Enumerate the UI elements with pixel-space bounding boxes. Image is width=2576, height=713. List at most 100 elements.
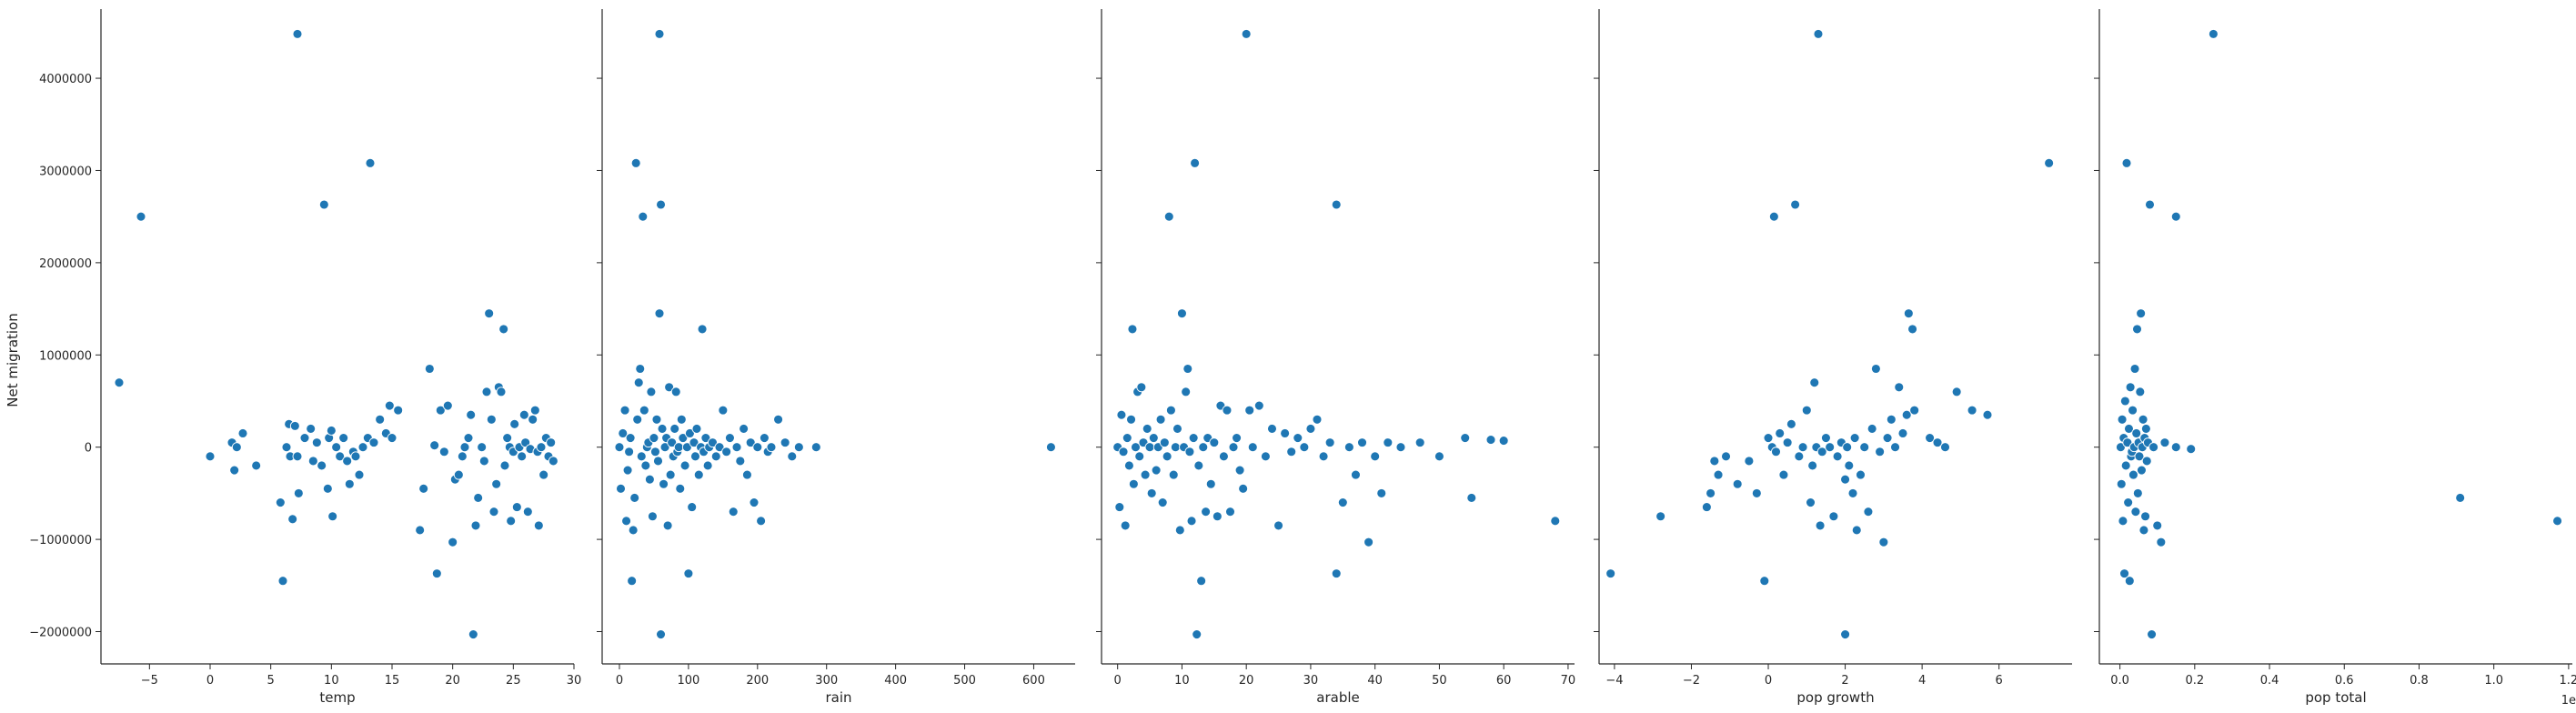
x-tick-label: 1.0 bbox=[2484, 674, 2503, 688]
scatter-point bbox=[1466, 493, 1477, 503]
scatter-point bbox=[2148, 442, 2159, 453]
scatter-point bbox=[1775, 428, 1786, 438]
scatter-point bbox=[463, 433, 474, 443]
x-tick-label: 0 bbox=[206, 674, 214, 688]
y-tick-label: 1000000 bbox=[39, 349, 92, 363]
scatter-point bbox=[2123, 497, 2134, 507]
scatter-point bbox=[293, 487, 304, 498]
scatter-point bbox=[1144, 442, 1155, 453]
scatter-point bbox=[1184, 447, 1195, 457]
scatter-point bbox=[1951, 387, 1962, 397]
scatter-point bbox=[1293, 433, 1303, 443]
scatter-point bbox=[1146, 487, 1157, 498]
scatter-point bbox=[1273, 520, 1284, 531]
scatter-point bbox=[1901, 409, 1912, 420]
scatter-point bbox=[1260, 451, 1271, 462]
scatter-point bbox=[664, 382, 675, 393]
scatter-point bbox=[2145, 199, 2155, 210]
scatter-point bbox=[1768, 211, 1779, 222]
scatter-point bbox=[741, 469, 752, 480]
scatter-point bbox=[810, 442, 821, 453]
scatter-point bbox=[1863, 507, 1874, 517]
scatter-point bbox=[683, 568, 694, 579]
scatter-point bbox=[640, 460, 651, 471]
scatter-point bbox=[689, 437, 699, 448]
scatter-point bbox=[536, 442, 547, 453]
scatter-point bbox=[2119, 568, 2129, 579]
scatter-point bbox=[2116, 478, 2127, 489]
scatter-point bbox=[1982, 409, 1993, 420]
scatter-point bbox=[1232, 433, 1243, 443]
scatter-point bbox=[1192, 629, 1202, 639]
scatter-point bbox=[311, 437, 322, 448]
scatter-point bbox=[502, 433, 513, 443]
scatter-point bbox=[669, 423, 680, 434]
scatter-point bbox=[752, 442, 763, 453]
scatter-point bbox=[665, 469, 676, 480]
scatter-point bbox=[2141, 456, 2152, 467]
scatter-point bbox=[2136, 465, 2147, 476]
scatter-point bbox=[448, 537, 458, 547]
scatter-point bbox=[1828, 511, 1839, 522]
scatter-point bbox=[724, 433, 735, 443]
scatter-point bbox=[292, 451, 303, 462]
scatter-point bbox=[1253, 400, 1264, 411]
scatter-point bbox=[429, 440, 440, 451]
x-tick-label: 1.2 bbox=[2560, 674, 2576, 688]
y-tick-label: −1000000 bbox=[29, 534, 92, 547]
scatter-point bbox=[1809, 377, 1820, 388]
scatter-point bbox=[702, 460, 713, 471]
scatter-point bbox=[697, 324, 708, 335]
scatter-point bbox=[1140, 469, 1151, 480]
scatter-point bbox=[636, 451, 647, 462]
panel-arable: 0 10 20 30 40 50 60 70 arable bbox=[1096, 9, 1575, 706]
scatter-point bbox=[2115, 442, 2126, 453]
scatter-point bbox=[438, 447, 449, 457]
scatter-point bbox=[1324, 437, 1335, 448]
scatter-point bbox=[616, 483, 626, 494]
x-tick-label: 15 bbox=[385, 674, 400, 688]
scatter-point bbox=[739, 423, 750, 434]
scatter-point bbox=[1875, 447, 1886, 457]
scatter-point bbox=[656, 629, 666, 639]
scatter-point bbox=[691, 423, 702, 434]
scatter-point bbox=[306, 423, 317, 434]
scatter-point bbox=[670, 387, 681, 397]
x-tick-label: 300 bbox=[815, 674, 838, 688]
scatter-point bbox=[2131, 428, 2142, 438]
scatter-point bbox=[1886, 414, 1897, 425]
scatter-point bbox=[1205, 478, 1216, 489]
x-tick-label: 0.2 bbox=[2185, 674, 2204, 688]
y-tick-label: 2000000 bbox=[39, 257, 92, 271]
x-axis-label: temp bbox=[319, 689, 355, 706]
x-tick-label: 10 bbox=[1174, 674, 1190, 688]
scatter-point bbox=[1909, 405, 1920, 416]
scatter-point bbox=[693, 469, 704, 480]
scatter-point bbox=[728, 507, 739, 517]
scatter-point bbox=[2117, 414, 2128, 425]
scatter-point bbox=[415, 525, 426, 536]
scatter-point bbox=[654, 308, 665, 319]
scatter-point bbox=[654, 28, 665, 39]
panel-rain: 0 100 200 300 400 500 600 rain bbox=[597, 9, 1075, 706]
x-tick-label: 20 bbox=[1239, 674, 1254, 688]
scatter-point bbox=[1550, 516, 1561, 527]
x-tick-label: 0 bbox=[616, 674, 623, 688]
scatter-point bbox=[1807, 460, 1818, 471]
x-tick-label: −2 bbox=[1683, 674, 1700, 688]
scatter-point bbox=[2138, 525, 2149, 536]
scatter-point bbox=[1940, 442, 1950, 453]
scatter-point bbox=[1797, 442, 1808, 453]
scatter-point bbox=[1376, 487, 1387, 498]
scatter-point bbox=[1114, 502, 1125, 513]
scatter-point bbox=[1763, 433, 1774, 443]
scatter-point bbox=[114, 377, 125, 388]
scatter-point bbox=[1460, 433, 1471, 443]
scatter-point bbox=[1118, 447, 1129, 457]
scatter-point bbox=[756, 516, 767, 527]
scatter-point bbox=[1794, 451, 1805, 462]
scatter-point bbox=[136, 211, 146, 222]
scatter-point bbox=[1159, 437, 1170, 448]
scatter-point bbox=[1751, 487, 1762, 498]
scatter-point bbox=[1856, 469, 1866, 480]
